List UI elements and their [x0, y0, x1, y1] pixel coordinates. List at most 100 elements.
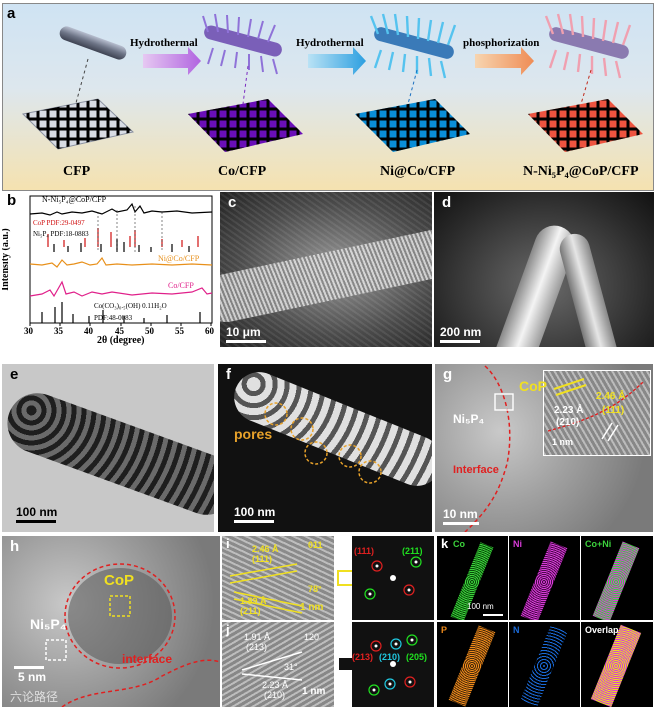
- panel-f: f pores 100 nm: [218, 364, 432, 532]
- xrd-trace-label-1: CoP PDF:29-0497: [33, 219, 85, 227]
- xtick-40: 40: [84, 326, 93, 336]
- panel-e: e 100 nm: [2, 364, 214, 532]
- fft-j-spots: [368, 634, 418, 696]
- ni-mat: [355, 99, 470, 152]
- scalebar-h: [14, 666, 44, 669]
- inset-d210: 2.23 Å: [554, 405, 584, 416]
- cfp-mat: [21, 98, 135, 150]
- inset-d111: 2.46 Å: [596, 391, 626, 402]
- panel-i-lines: [229, 563, 303, 614]
- co-hydroxide-sticks: [41, 302, 201, 323]
- panel-c: c 10 μm: [220, 192, 432, 347]
- scale-text-h: 5 nm: [18, 670, 47, 684]
- panel-h: h CoP Ni₅P₄ interface 5 nm 六论路径: [2, 536, 220, 707]
- map-n: [509, 622, 580, 707]
- panel-g-label: g: [443, 366, 453, 383]
- scale-text-d: 200 nm: [440, 325, 482, 339]
- xtick-35: 35: [54, 326, 63, 336]
- arrow-i: [337, 570, 353, 586]
- j-hkl210: (210): [264, 690, 286, 700]
- co-rod: [202, 13, 282, 75]
- cfp-rod: [59, 26, 127, 60]
- j-d210: 2.23 Å: [262, 680, 289, 690]
- fft-i-211: (211): [402, 546, 423, 556]
- pores-label: pores: [234, 426, 273, 442]
- xrd-plot: [29, 195, 213, 326]
- i-scale: 1 nm: [300, 602, 324, 613]
- fft-j-210: (210): [379, 652, 401, 662]
- panel-b-label: b: [7, 192, 17, 209]
- panel-j: j 1.91 Å (213) 120 31° 2.23 Å (210) 1 nm: [222, 622, 334, 707]
- xrd-trace-label-5: Co(CO₃)₀.₅(OH) 0.11H₂O: [94, 302, 167, 310]
- j-zone: 120: [304, 632, 320, 642]
- panel-a: a: [2, 3, 654, 191]
- xtick-30: 30: [24, 326, 33, 336]
- panel-i: i 2.46 Å (111) 1.89 Å (211) 011 78° 1 nm: [222, 536, 334, 620]
- ni5p4-sticks: [53, 239, 190, 252]
- fft-i-111: (111): [354, 546, 375, 556]
- nip-mat: [528, 99, 643, 152]
- j-hkl213: (213): [246, 642, 268, 652]
- map-n-rod: [520, 625, 568, 707]
- g-label-interface: Interface: [453, 464, 499, 476]
- panel-k-label: k: [441, 536, 449, 551]
- h-label-interface: interface: [122, 652, 173, 666]
- scale-text-c: 10 μm: [226, 325, 261, 339]
- k-label-p: P: [441, 625, 448, 635]
- ni-rod: [369, 13, 457, 79]
- map-coni: [581, 536, 653, 620]
- j-angle: 31°: [284, 662, 298, 672]
- panel-f-label: f: [226, 366, 231, 383]
- trace-ni-co: [29, 256, 213, 268]
- step-3-label: phosphorization: [463, 37, 540, 49]
- panel-k: k Co Ni Co+Ni P N Overlap 100 nm: [437, 536, 653, 707]
- i-zone: 011: [308, 540, 323, 550]
- panel-e-label: e: [10, 366, 19, 383]
- map-overlap-rod: [590, 624, 642, 707]
- map-ni: [509, 536, 580, 620]
- sem-fiber: [220, 225, 432, 327]
- step-1-label: Hydrothermal: [130, 37, 198, 49]
- i-hkl111: (111): [252, 554, 273, 564]
- map-co: [437, 536, 508, 620]
- xtick-50: 50: [145, 326, 154, 336]
- xtick-45: 45: [115, 326, 124, 336]
- scale-text-e: 100 nm: [16, 505, 58, 519]
- panel-c-label: c: [228, 194, 237, 211]
- nip-rod: [544, 13, 632, 79]
- pores-overlay: [264, 402, 382, 484]
- fft-i-spots: [364, 556, 422, 600]
- panel-h-overlay: [45, 563, 220, 707]
- j-d213: 1.91 Å: [244, 632, 271, 642]
- inset-lines: [547, 378, 645, 442]
- k-label-overlap: Overlap: [585, 625, 619, 635]
- g-label-cop: CoP: [519, 378, 547, 394]
- fft-i: (111) (211): [352, 536, 434, 620]
- inset-hkl210: (210): [556, 417, 580, 428]
- scale-text-f: 100 nm: [234, 505, 276, 519]
- scalebar-e: [16, 520, 56, 523]
- map-p-rod: [448, 625, 496, 707]
- watermark: 六论路径: [10, 690, 59, 704]
- xtick-60: 60: [205, 326, 214, 336]
- stage-ni: Ni@Co/CFP: [380, 164, 456, 179]
- xrd-trace-label-2: Ni₅P₄ PDF:18-0883: [33, 230, 89, 238]
- scalebar-f: [234, 520, 274, 523]
- inset-hkl111: (111): [602, 405, 625, 416]
- panel-b: b N-Ni₅P₄@CoP/CFP CoP PDF:29-0497 Ni₅P₄ …: [2, 192, 217, 347]
- k-label-coni: Co+Ni: [585, 539, 612, 549]
- panel-a-schematic: [21, 13, 643, 152]
- tem-nanorod: [2, 384, 214, 524]
- map-ni-rod: [520, 541, 568, 620]
- stage-co: Co/CFP: [218, 164, 267, 179]
- panel-d-label: d: [442, 194, 452, 211]
- map-overlap: [581, 622, 653, 707]
- fft-j-205: (205): [406, 652, 428, 662]
- scalebar-k: [483, 614, 503, 616]
- fft-j: (213) (210) (205): [352, 622, 434, 707]
- k-label-co: Co: [453, 539, 465, 549]
- h-label-cop: CoP: [104, 572, 134, 589]
- i-d211: 1.89 Å: [240, 596, 267, 606]
- map-coni-rod: [592, 541, 640, 620]
- arrow-3: [475, 47, 534, 75]
